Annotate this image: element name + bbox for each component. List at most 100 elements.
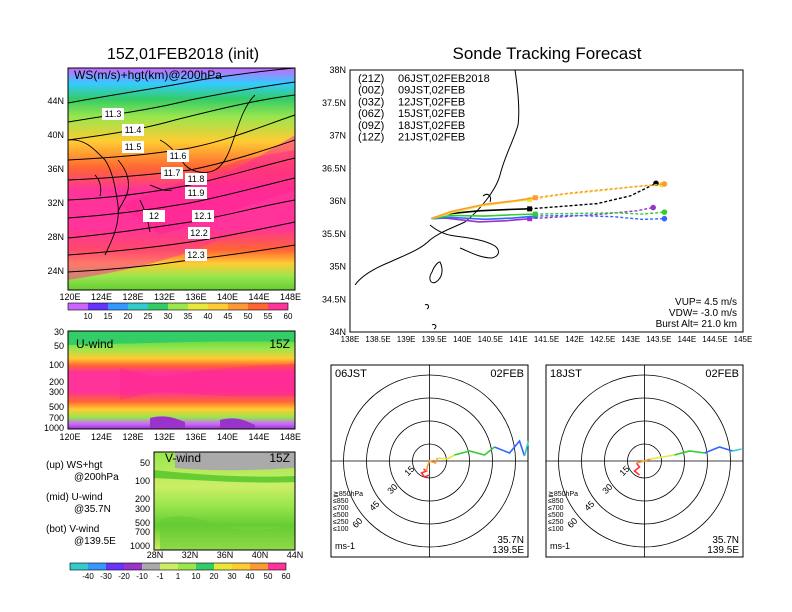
hodo-legend-item: ≤700 <box>548 505 564 512</box>
colorbar-label: 30 <box>164 312 173 321</box>
launch-jst: 15JST,02FEB <box>398 108 465 120</box>
hodo-loc: 35.7N <box>497 535 524 546</box>
track-descent <box>529 182 657 210</box>
contour-label: 12.1 <box>194 211 212 221</box>
launch-jst: 09JST,02FEB <box>398 85 465 97</box>
colorbar-label: 55 <box>264 312 273 321</box>
vwind-label: V-wind <box>165 451 201 465</box>
track-lon-labels: 138E 138.5E 139E 139.5E 140E 140.5E 141E 141.5E… <box>341 335 753 344</box>
lat-label: 40N <box>252 550 269 560</box>
lon-label: 139.5E <box>422 335 447 344</box>
contour-label: 11.8 <box>188 174 205 184</box>
lon-label: 141.5E <box>534 335 559 344</box>
legend-line: (mid) U-wind <box>46 492 103 503</box>
vwind-lat-labels: 28N 32N 36N 40N 44N <box>147 550 304 560</box>
track-lat-labels: 38N 37.5N 37N 36.5N 36N 35.5N 35N 34.5N 34N <box>322 65 346 337</box>
colorbar-label: 40 <box>204 312 213 321</box>
hodo-trace <box>633 462 641 476</box>
track-legend: (21Z) 06JST,02FEB2018 (00Z) 09JST,02FEB (03Z… <box>358 73 490 144</box>
lon-label: 140E <box>217 292 238 302</box>
lon-label: 142E <box>565 335 584 344</box>
contour-label: 11.9 <box>188 188 205 198</box>
launch-utc: (03Z) <box>358 96 384 108</box>
landing-marker <box>661 181 668 187</box>
colorbar-label: 20 <box>124 312 133 321</box>
track-ascent <box>431 213 536 220</box>
lon-label: 142.5E <box>590 335 615 344</box>
contour-label: 11.7 <box>164 168 181 178</box>
lat-label: 32N <box>47 198 64 208</box>
hodo-legend-item: ≤850 <box>333 498 349 505</box>
colorbar-label: 45 <box>224 312 233 321</box>
lon-label: 138E <box>341 335 360 344</box>
lat-label: 28N <box>47 232 64 242</box>
colorbar-label: 60 <box>284 312 293 321</box>
hodo-unit: ms-1 <box>335 541 355 551</box>
hodo-trace <box>732 448 742 452</box>
lon-label: 128E <box>122 432 143 442</box>
hodo-trace <box>650 454 675 460</box>
hodo-legend-item: ≤250 <box>333 519 349 526</box>
lat-label: 35.5N <box>322 229 346 239</box>
contour-label: 11.6 <box>170 151 187 161</box>
track-descent <box>535 183 665 199</box>
colorbar-label: 40 <box>246 572 255 581</box>
colorbar-label: -40 <box>82 572 94 581</box>
hodo-legend-item: ≧850hPa <box>333 491 363 498</box>
lon-label: 136E <box>185 292 206 302</box>
track-descent <box>535 211 665 215</box>
lat-label: 36N <box>217 550 234 560</box>
pressure-label: 200 <box>135 494 150 504</box>
lat-label: 34.5N <box>322 294 346 304</box>
launch-utc: (00Z) <box>358 85 384 97</box>
height-contours <box>67 67 296 273</box>
lat-label: 28N <box>147 550 164 560</box>
tracking-panel: Sonde Tracking Forecast (21Z) 06JST,02FEB… <box>322 44 752 344</box>
colorbar-label: -10 <box>136 572 148 581</box>
ws-lon-labels: 120E 124E 128E 132E 136E 140E 144E 148E <box>59 292 301 302</box>
launch-jst: 18JST,02FEB <box>398 120 465 132</box>
contour-label: 11.4 <box>125 125 142 135</box>
hodo-legend-item: ≤250 <box>548 519 564 526</box>
contour-labels: 11.311.4 11.5 11.6 11.7 11.8 11.9 12 12.1 12.2 12… <box>102 108 214 261</box>
hodo-unit: ms-1 <box>550 541 570 551</box>
launch-utc: (21Z) <box>358 73 384 85</box>
lon-label: 141E <box>509 335 528 344</box>
hodo-time: 06JST <box>335 368 367 380</box>
lon-label: 140E <box>217 432 238 442</box>
hodo-trace <box>494 439 526 457</box>
landing-marker <box>661 209 668 215</box>
hodo-legend-item: ≤500 <box>548 512 564 519</box>
lat-label: 37.5N <box>322 98 346 108</box>
colorbar-label: 10 <box>84 312 93 321</box>
lat-label: 24N <box>47 266 64 276</box>
burst-marker <box>527 216 533 222</box>
hodo-legend-item: ≤850 <box>548 498 564 505</box>
contour-label: 12.2 <box>190 228 208 238</box>
lon-label: 140E <box>453 335 472 344</box>
burst-marker <box>527 206 533 212</box>
colorbar-label: 50 <box>264 572 273 581</box>
lat-label: 36.5N <box>322 163 346 173</box>
hodo-date: 02FEB <box>490 368 524 380</box>
lon-label: 144E <box>678 335 697 344</box>
pressure-label: 500 <box>49 402 64 412</box>
pressure-label: 300 <box>135 504 150 514</box>
legend-line: @139.5E <box>74 536 116 547</box>
info-line: VUP= 4.5 m/s <box>675 297 737 308</box>
hodo-trace <box>636 458 651 464</box>
hodo-legend-item: ≤100 <box>548 526 564 533</box>
landing-marker <box>650 204 656 211</box>
ws-lat-labels: 44N 40N 36N 32N 28N 24N <box>47 96 64 276</box>
info-line: Burst Alt= 21.0 km <box>656 319 737 330</box>
colorbar-label: 1 <box>176 572 181 581</box>
legend-line: (bot) V-wind <box>46 524 99 535</box>
lat-label: 37N <box>329 131 346 141</box>
hodo-loc: 139.5E <box>492 545 524 556</box>
burst-marker <box>532 211 538 217</box>
pressure-label: 50 <box>54 341 64 351</box>
lat-label: 44N <box>47 96 64 106</box>
